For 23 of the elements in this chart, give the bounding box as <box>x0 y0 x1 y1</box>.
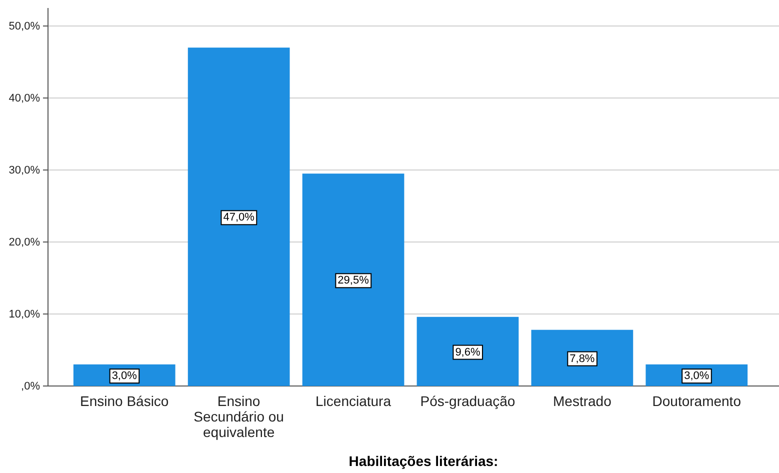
bar <box>531 330 634 386</box>
data-label: 3,0% <box>684 370 710 382</box>
y-tick-label: 20,0% <box>8 236 40 249</box>
bar <box>188 48 290 386</box>
x-tick-label: Licenciatura <box>316 393 392 409</box>
x-tick-label: Ensino Básico <box>80 393 169 409</box>
x-tick-label: Doutoramento <box>652 393 742 409</box>
y-tick-label: 40,0% <box>8 92 40 105</box>
y-tick-label: 50,0% <box>8 20 40 33</box>
bar <box>416 316 519 386</box>
y-tick-label: ,0% <box>21 380 40 393</box>
x-tick-label: Ensino Secundário ou equivalente <box>194 393 284 440</box>
y-tick-label: 10,0% <box>8 308 40 321</box>
bar <box>302 174 404 386</box>
x-tick-label: Mestrado <box>553 393 612 409</box>
data-label: 29,5% <box>338 274 370 287</box>
data-label: 3,0% <box>112 370 138 382</box>
data-label: 47,0% <box>223 212 255 224</box>
data-label: 9,6% <box>455 346 480 358</box>
x-axis-title: Habilitações literárias: <box>348 453 498 469</box>
y-tick-label: 30,0% <box>8 164 40 177</box>
x-tick-label: Pós-graduação <box>420 393 516 409</box>
data-label: 7,8% <box>570 352 595 365</box>
